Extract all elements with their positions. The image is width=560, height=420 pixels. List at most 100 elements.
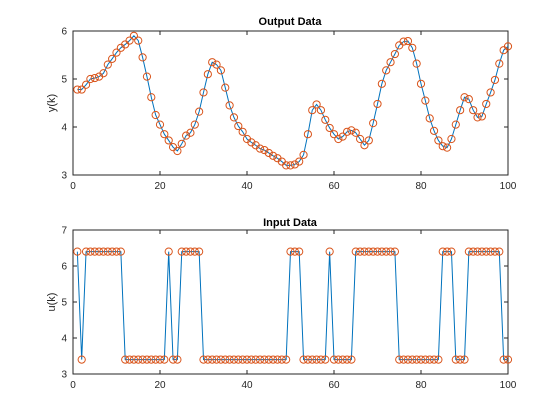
data-point-marker [147, 93, 156, 102]
data-point-marker [73, 85, 82, 94]
x-tick-label: 100 [500, 181, 517, 192]
data-point-marker [486, 247, 495, 256]
x-tick-label: 20 [154, 380, 166, 391]
data-point-marker [238, 127, 247, 136]
data-point-marker [216, 66, 225, 75]
data-point-marker [443, 247, 452, 256]
data-point-marker [347, 355, 356, 364]
data-point-marker [308, 355, 317, 364]
data-point-marker [295, 247, 304, 256]
data-point-marker [125, 36, 134, 45]
data-point-marker [360, 141, 369, 150]
data-point-marker [286, 247, 295, 256]
data-point-marker [269, 151, 278, 160]
data-point-marker [321, 355, 330, 364]
data-point-marker [482, 99, 491, 109]
data-point-marker [238, 355, 247, 364]
data-point-marker [290, 160, 299, 169]
data-point-marker [260, 355, 269, 364]
data-point-marker [190, 247, 199, 256]
data-point-marker [129, 355, 138, 364]
data-point-marker [199, 355, 208, 364]
data-point-marker [390, 49, 399, 59]
data-point-marker [329, 355, 339, 364]
data-point-marker [203, 355, 212, 364]
data-point-marker [103, 247, 112, 256]
data-point-marker [416, 355, 426, 364]
data-point-marker [416, 79, 426, 88]
data-point-marker [90, 73, 99, 83]
data-point-marker [234, 121, 243, 131]
data-point-marker [138, 53, 147, 62]
data-point-marker [221, 83, 230, 92]
data-point-marker [286, 161, 295, 170]
data-point-marker [221, 355, 230, 364]
data-point-marker [364, 247, 373, 256]
data-point-marker [255, 355, 265, 364]
data-point-marker [121, 355, 130, 364]
data-point-marker [168, 355, 178, 364]
data-point-marker [316, 106, 326, 115]
data-point-marker [369, 247, 378, 256]
data-point-marker [403, 36, 413, 46]
data-point-marker [460, 355, 469, 364]
data-point-marker [108, 247, 117, 256]
data-point-marker [195, 107, 204, 116]
data-point-marker [229, 355, 239, 364]
input-data-subplot: Input Data u(k) 0 20 40 60 80 100 3 4 5 6 7 [46, 217, 517, 391]
data-point-marker [234, 355, 243, 364]
data-point-marker [81, 80, 91, 89]
data-point-marker [429, 355, 439, 364]
data-point-marker [460, 93, 469, 102]
data-point-marker [425, 114, 434, 123]
data-point-marker [208, 355, 217, 364]
data-point-marker [369, 119, 378, 128]
data-point-marker [295, 157, 304, 166]
data-point-marker [86, 74, 95, 84]
x-tick-label: 60 [328, 380, 340, 391]
data-point-marker [395, 355, 404, 364]
data-point-marker [203, 70, 212, 79]
data-point-marker [229, 113, 239, 122]
data-point-marker [342, 355, 352, 364]
data-point-marker [164, 136, 173, 145]
y-tick-label: 4 [61, 123, 67, 134]
data-point-marker [490, 247, 500, 256]
data-point-marker [86, 247, 95, 256]
data-point-marker [125, 355, 134, 364]
data-point-marker [112, 48, 121, 57]
data-point-marker [247, 355, 256, 364]
data-point-marker [386, 58, 395, 67]
data-point-marker [482, 247, 491, 256]
data-point-marker [390, 247, 399, 256]
data-point-marker [116, 247, 125, 256]
data-point-marker [495, 247, 504, 256]
x-tick-label: 0 [70, 380, 76, 391]
data-point-marker [412, 59, 421, 68]
data-point-marker [173, 355, 182, 364]
data-point-marker [95, 247, 104, 256]
data-point-marker [495, 59, 504, 68]
data-point-marker [138, 355, 147, 364]
data-point-marker [255, 144, 265, 153]
data-point-marker [438, 247, 447, 256]
data-point-marker [308, 106, 317, 115]
data-point-marker [334, 355, 343, 364]
data-point-marker [499, 355, 508, 364]
data-point-marker [477, 247, 486, 256]
data-point-marker [182, 131, 191, 140]
data-point-marker [451, 355, 460, 364]
data-point-marker [338, 132, 347, 141]
data-point-marker [351, 247, 360, 256]
data-point-marker [334, 134, 343, 144]
data-point-marker [399, 355, 408, 364]
y-tick-label: 6 [61, 27, 67, 38]
data-point-marker [282, 355, 291, 364]
data-point-marker [160, 355, 169, 364]
data-point-marker [329, 130, 339, 139]
data-point-marker [264, 355, 273, 364]
data-point-marker [273, 355, 282, 364]
data-point-marker [142, 72, 152, 81]
data-point-marker [151, 110, 160, 120]
data-point-marker [299, 355, 308, 364]
